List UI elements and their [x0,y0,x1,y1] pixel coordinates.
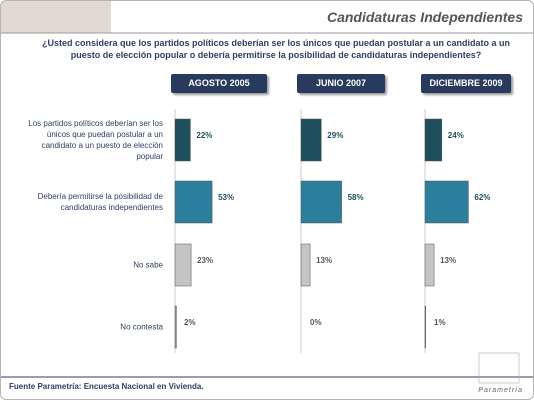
value-label: 62% [474,193,491,202]
category-label: No sabe [133,260,163,270]
category-label: Debería permitirse la posibilidad de can… [37,192,163,212]
value-label: 23% [197,256,214,265]
value-label: 29% [327,131,344,140]
panel-header: DICIEMBRE 2009 [421,74,511,93]
bar [174,305,177,349]
source: Fuente Parametría: Encuesta Nacional en … [9,382,204,391]
value-label: 1% [434,318,446,327]
value-label: 22% [196,131,213,140]
category-label: No contesta [120,322,163,332]
category-label: Los partidos políticos deberían ser los … [28,119,163,161]
bar [300,180,342,224]
value-label: 24% [447,131,464,140]
logo-mark [478,352,520,384]
question: ¿Usted considera que los partidos políti… [41,38,511,60]
bar [424,305,426,349]
bar [424,118,443,162]
bar [424,180,469,224]
value-label: 13% [440,256,457,265]
value-label: 2% [184,318,196,327]
value-label: 0% [310,318,322,327]
bar [174,180,213,224]
panel-header: AGOSTO 2005 [171,74,267,93]
bar [174,118,191,162]
value-label: 58% [347,193,364,202]
bar [300,118,322,162]
value-label: 13% [316,256,333,265]
header-image [1,1,111,33]
value-label: 53% [218,193,235,202]
page-title: Candidaturas Independientes [326,9,523,25]
bar [424,243,435,287]
logo: Parametría [478,387,523,394]
panel-header: JUNIO 2007 [297,74,385,93]
bar [300,243,311,287]
bar [174,243,192,287]
